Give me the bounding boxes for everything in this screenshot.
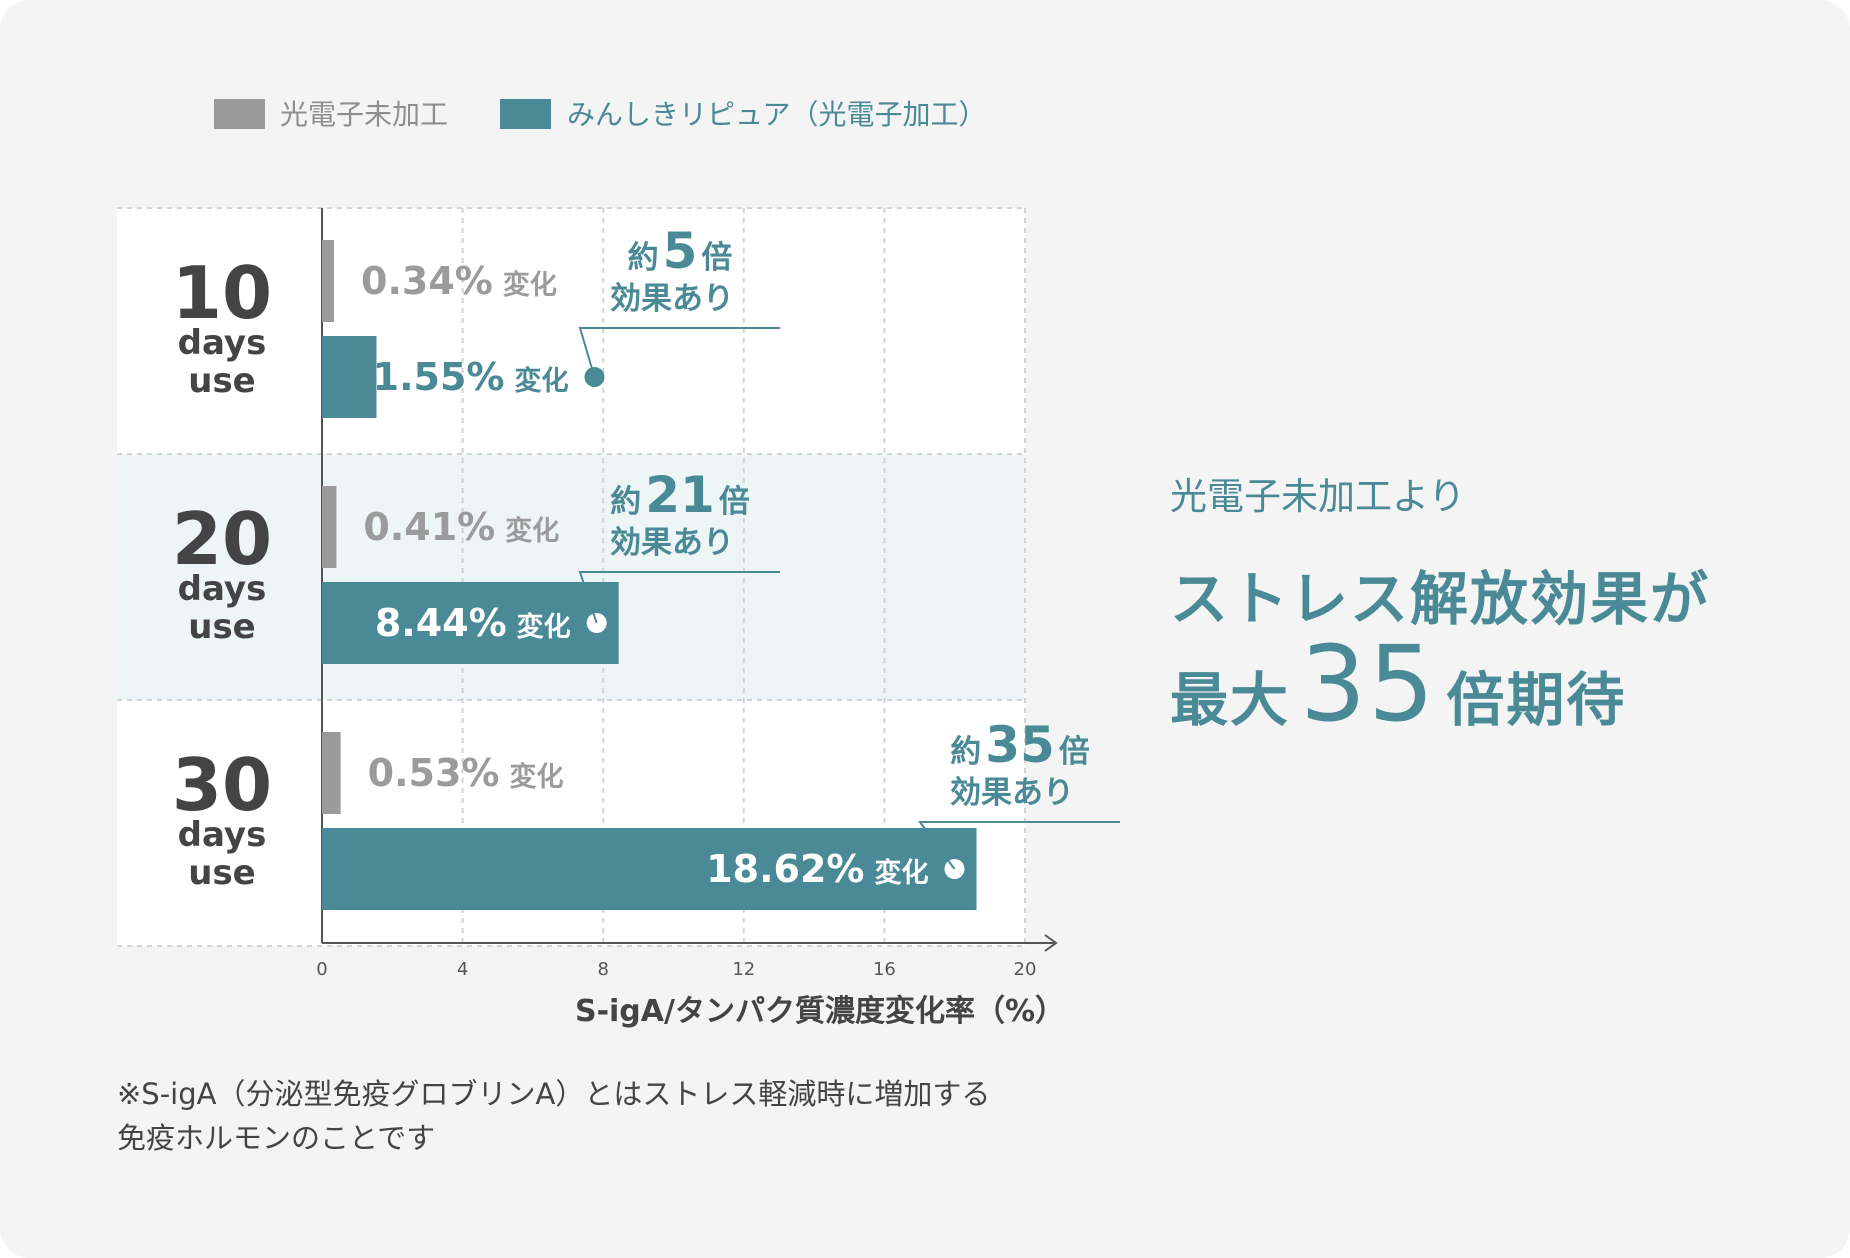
annotation-effect: 効果あり [610,281,734,317]
day-number: 30 [172,743,272,827]
headline-block: 光電子未加工より ストレス解放効果が 最大35 倍期待 [1170,470,1710,750]
x-tick-label: 8 [597,959,608,980]
ratio-suffix: 倍 [701,240,732,276]
day-word: days [178,323,267,363]
value-label-treated: 1.55% 変化 [373,355,569,399]
annotation-ratio: 約35 倍 [950,716,1090,774]
footnote: ※S-igA（分泌型免疫グロブリンA）とはストレス軽減時に増加する 免疫ホルモン… [117,1072,990,1160]
x-axis-title: S-igA/タンパク質濃度変化率（%） [575,994,1065,1029]
x-tick-label: 16 [873,959,896,980]
value-label-untreated: 0.53% 変化 [368,751,564,795]
headline-post: 倍期待 [1446,666,1627,734]
value-label-treated: 18.62% 変化 [706,847,928,891]
annotation-effect: 効果あり [610,525,734,561]
bar-treated [322,582,619,664]
day-number: 10 [172,251,272,335]
headline-line1: ストレス解放効果が [1170,565,1711,633]
day-number: 20 [172,497,272,581]
x-tick-label: 4 [457,959,468,980]
x-tick-label: 20 [1014,959,1037,980]
footnote-line2: 免疫ホルモンのことです [117,1121,436,1155]
value-change-word: 変化 [514,365,568,397]
value-change-word: 変化 [505,515,559,547]
legend-swatch-teal [500,99,551,129]
day-word: days [178,569,267,609]
headline-line2: 最大35 倍期待 [1170,632,1710,750]
value-number: 1.55% [373,355,505,399]
value-label-treated: 8.44% 変化 [375,601,571,645]
use-word: use [188,607,256,647]
legend-swatch-gray [214,99,265,129]
value-label-untreated: 0.34% 変化 [361,259,557,303]
ratio-suffix: 倍 [719,484,750,520]
bar-treated [322,828,977,910]
value-number: 8.44% [375,601,507,645]
callout-line [578,571,780,624]
ratio-prefix: 約 [628,240,659,276]
ratio-prefix: 約 [950,734,981,770]
value-change-word: 変化 [503,269,557,301]
headline-pre: 最大 [1170,666,1291,734]
legend-label-gray: 光電子未加工 [280,98,448,131]
x-axis-arrow [1044,934,1058,952]
x-tick-label: 12 [732,959,755,980]
day-word: days [178,815,267,855]
callout-line [578,327,780,378]
bar-untreated [322,732,341,814]
value-change-word: 変化 [874,857,928,889]
bar-untreated [322,240,334,322]
use-word: use [188,853,256,893]
ratio-number: 35 [985,716,1055,774]
row-background [117,208,1025,454]
ratio-prefix: 約 [610,484,641,520]
value-number: 0.34% [361,259,493,303]
value-change-word: 変化 [509,761,563,793]
ratio-suffix: 倍 [1059,734,1090,770]
annotation-ratio: 約5 倍 [628,222,733,280]
value-number: 0.41% [363,505,495,549]
footnote-line1: ※S-igA（分泌型免疫グロブリンA）とはストレス軽減時に増加する [117,1077,991,1111]
annotation-ratio: 約21 倍 [610,466,750,524]
value-number: 18.62% [706,847,864,891]
value-number: 0.53% [368,751,500,795]
annotation-effect: 効果あり [950,775,1074,811]
headline-number: 35 [1300,623,1437,745]
legend-label-teal: みんしきリピュア（光電子加工） [567,98,986,131]
value-change-word: 変化 [517,611,571,643]
bar-treated [322,336,377,418]
headline-sub: 光電子未加工より [1170,475,1466,518]
value-label-untreated: 0.41% 変化 [363,505,559,549]
callout-line [918,821,1120,870]
use-word: use [188,361,256,401]
x-tick-label: 0 [316,959,327,980]
ratio-number: 5 [663,222,698,280]
bar-untreated [322,486,337,568]
ratio-number: 21 [645,466,715,524]
